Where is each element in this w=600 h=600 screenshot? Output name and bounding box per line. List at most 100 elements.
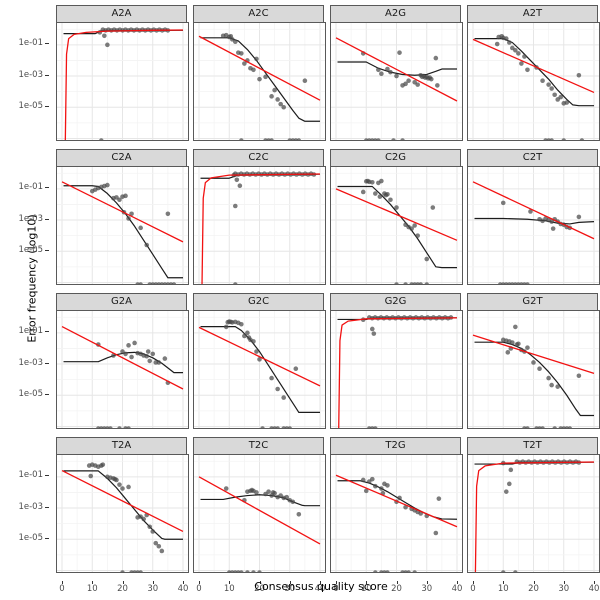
facet-c2t: C2T: [467, 149, 600, 285]
y-tick-label: 1e-03: [18, 213, 43, 224]
facet-c2a: C2A: [56, 149, 189, 285]
x-tick-label: 10: [497, 584, 509, 594]
gridlines: [57, 455, 188, 572]
facet-row: 1e-01 1e-03 1e-05 A2A A2C A2G A2T: [6, 5, 600, 141]
facet-t2t: T2T: [467, 437, 600, 573]
facet-row: 1e-01 1e-03 1e-05 C2A C2C C2G C2T: [6, 149, 600, 285]
y-tick-label: 1e-05: [18, 244, 43, 255]
y-tick-mark: [45, 362, 49, 364]
facet-g2t: G2T: [467, 293, 600, 429]
points-layer: [223, 319, 299, 428]
points-layer: [360, 178, 436, 284]
facet-c2g: C2G: [330, 149, 463, 285]
y-tick-mark: [45, 218, 49, 220]
fit-line: [472, 181, 595, 240]
gridlines: [331, 23, 462, 140]
y-axis-gutter: 1e-01 1e-03 1e-05: [6, 437, 50, 573]
smooth-line: [200, 326, 320, 414]
facet-panel-g2g: [330, 310, 463, 429]
fit-line: [198, 35, 321, 101]
facet-strip-t2t: T2T: [467, 437, 598, 454]
y-tick-mark: [45, 506, 49, 508]
y-tick-label: 1e-03: [18, 501, 43, 512]
smooth-line: [63, 351, 183, 374]
facet-a2a: A2A: [56, 5, 189, 141]
x-tick-label: 0: [333, 584, 339, 594]
facet-strip-c2g: C2G: [330, 149, 461, 166]
smooth-line: [63, 470, 183, 540]
y-axis-gutter: 1e-01 1e-03 1e-05: [6, 5, 50, 141]
gridlines: [331, 167, 462, 284]
y-axis-gutter: 1e-01 1e-03 1e-05: [6, 293, 50, 429]
points-layer: [96, 340, 171, 428]
fit-line: [472, 334, 595, 375]
x-tick-mark: [563, 581, 565, 584]
facet-strip-g2t: G2T: [467, 293, 598, 310]
facet-strip-a2c: A2C: [193, 5, 324, 22]
facet-t2g: T2G: [330, 437, 463, 573]
facet-g2g: G2G: [330, 293, 463, 429]
y-tick-label: 1e-05: [18, 532, 43, 543]
y-tick-mark: [45, 74, 49, 76]
facet-panel-c2t: [467, 166, 600, 285]
facet-panel-a2g: [330, 22, 463, 141]
x-axis-title: Consensus quality score: [254, 580, 388, 593]
fit-line: [201, 173, 321, 284]
smooth-line: [474, 217, 595, 225]
fit-line: [198, 326, 321, 387]
y-tick-mark: [45, 43, 49, 45]
y-tick-mark: [45, 249, 49, 251]
x-tick-label: 20: [391, 584, 402, 594]
x-tick-mark: [396, 581, 398, 584]
points-layer: [89, 182, 177, 284]
x-axis-cell: 0 10 20 30 40: [330, 581, 462, 597]
points-layer: [360, 315, 454, 428]
y-tick-label: 1e-03: [18, 69, 43, 80]
fit-line: [198, 476, 321, 545]
smooth-line: [474, 38, 594, 107]
x-tick-mark: [289, 581, 291, 584]
y-tick-label: 1e-05: [18, 388, 43, 399]
x-axis: 0 10 20 30 40 0 10 20 30 40 0 10 20 30 40 0 10 20 30 40: [6, 581, 599, 597]
facet-strip-c2t: C2T: [467, 149, 598, 166]
x-axis-spacer: [6, 581, 50, 597]
x-tick-mark: [229, 581, 231, 584]
facet-strip-c2a: C2A: [56, 149, 187, 166]
x-axis-cell: 0 10 20 30 40: [467, 581, 599, 597]
y-tick-mark: [45, 537, 49, 539]
y-tick-mark: [45, 393, 49, 395]
facet-panel-a2c: [193, 22, 326, 141]
x-tick-mark: [457, 581, 458, 584]
facet-panel-g2a: [56, 310, 189, 429]
x-axis-cell: 0 10 20 30 40: [193, 581, 325, 597]
gridlines: [194, 167, 325, 284]
smooth-line: [200, 494, 320, 507]
smooth-line: [474, 341, 594, 417]
fit-line: [335, 37, 458, 102]
x-axis-cell: 0 10 20 30 40: [56, 581, 189, 597]
x-tick-mark: [336, 581, 337, 584]
x-tick-label: 30: [147, 584, 159, 594]
facet-t2c: T2C: [193, 437, 326, 573]
x-tick-mark: [320, 581, 321, 584]
x-tick-label: 20: [117, 584, 128, 594]
facet-a2t: A2T: [467, 5, 600, 141]
facet-grid: 1e-01 1e-03 1e-05 A2A A2C A2G A2T 1e-01 1e-03 1e-…: [6, 5, 600, 573]
facet-a2g: A2G: [330, 5, 463, 141]
facet-panel-g2t: [467, 310, 600, 429]
fit-line: [64, 29, 184, 140]
fit-line: [472, 38, 595, 94]
x-tick-mark: [62, 581, 63, 584]
facet-strip-g2c: G2C: [193, 293, 324, 310]
x-tick-mark: [259, 581, 261, 584]
x-tick-label: 40: [177, 584, 189, 594]
points-layer: [223, 486, 302, 572]
facet-strip-a2g: A2G: [330, 5, 461, 22]
facet-panel-a2t: [467, 22, 600, 141]
gridlines: [194, 455, 325, 572]
facet-strip-t2c: T2C: [193, 437, 324, 454]
x-tick-label: 30: [284, 584, 296, 594]
facet-row: 1e-01 1e-03 1e-05 G2A G2C G2G G2T: [6, 293, 600, 429]
x-tick-label: 10: [86, 584, 98, 594]
